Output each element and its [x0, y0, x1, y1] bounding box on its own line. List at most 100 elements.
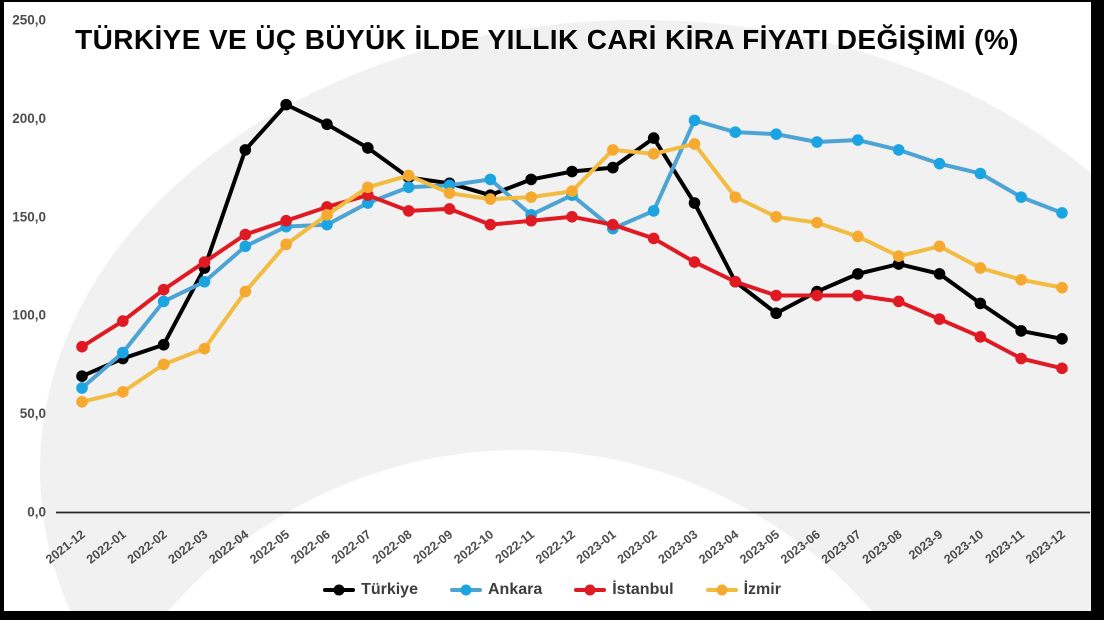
data-point-istanbul-2021-12	[76, 340, 88, 353]
data-point-turkiye-2022-02	[157, 338, 170, 351]
data-point-ankara-2022-01	[117, 346, 129, 359]
legend-marker-ankara-icon	[449, 584, 482, 596]
legend-dot-ankara-icon	[460, 584, 472, 596]
legend-dot-izmir-icon	[716, 584, 728, 596]
y-tick-label: 150,0	[12, 209, 46, 224]
legend-marker-izmir-icon	[705, 584, 738, 596]
data-point-istanbul-2022-01	[117, 315, 129, 327]
data-point-istanbul-2022-11	[525, 214, 537, 227]
data-point-turkiye-2021-12	[76, 370, 88, 383]
y-tick-label: 50,0	[20, 406, 46, 421]
data-point-izmir-2023-03	[688, 138, 701, 150]
data-point-ankara-2023-04	[729, 126, 742, 138]
data-point-izmir-2022-05	[280, 238, 292, 251]
y-tick-label: 0,0	[27, 505, 46, 520]
x-tick-label: 2023-9	[906, 527, 945, 562]
legend-marker-istanbul-icon	[574, 584, 607, 596]
data-point-turkiye-2023-07	[852, 268, 864, 280]
x-tick-label: 2022-07	[329, 527, 374, 566]
data-point-ankara-2021-12	[76, 382, 88, 394]
x-tick-label: 2022-12	[533, 527, 578, 566]
data-point-izmir-2023-01	[607, 144, 619, 156]
data-point-izmir-2023-08	[892, 250, 905, 262]
data-point-istanbul-2023-08	[892, 295, 905, 308]
data-point-izmir-2023-07	[852, 230, 864, 243]
legend-label-izmir: İzmir	[743, 581, 781, 598]
data-point-turkiye-2023-10	[974, 297, 987, 310]
data-point-istanbul-2023-02	[647, 232, 660, 245]
data-point-turkiye-2022-06	[321, 118, 333, 131]
data-point-istanbul-2023-06	[811, 289, 823, 302]
x-tick-label: 2023-11	[983, 527, 1027, 566]
data-point-turkiye-2022-11	[525, 173, 537, 186]
data-point-izmir-2023-9	[933, 240, 946, 253]
data-point-izmir-2023-10	[974, 262, 987, 274]
data-point-izmir-2022-08	[402, 169, 415, 182]
legend-dot-turkiye-icon	[333, 584, 345, 596]
data-point-ankara-2023-03	[688, 114, 701, 127]
data-point-izmir-2022-04	[239, 285, 252, 298]
y-tick-label: 250,0	[12, 13, 46, 28]
x-tick-label: 2023-06	[778, 527, 823, 566]
data-point-izmir-2023-02	[647, 148, 660, 160]
data-point-ankara-2022-08	[402, 181, 415, 194]
data-point-izmir-2022-07	[362, 181, 374, 194]
x-tick-label: 2022-04	[206, 527, 251, 566]
x-tick-label: 2022-09	[411, 527, 456, 566]
legend-item-turkiye: Türkiye	[323, 581, 418, 599]
x-tick-label: 2023-12	[1023, 527, 1068, 566]
x-tick-label: 2023-07	[819, 527, 864, 566]
legend-item-ankara: Ankara	[449, 581, 542, 599]
x-tick-label: 2022-03	[166, 527, 211, 566]
x-tick-label: 2023-10	[941, 527, 986, 566]
x-tick-label: 2021-12	[43, 527, 88, 566]
legend-label-turkiye: Türkiye	[361, 581, 418, 598]
data-point-istanbul-2022-04	[239, 228, 252, 241]
data-point-izmir-2022-02	[157, 358, 170, 371]
data-point-istanbul-2023-03	[688, 256, 701, 268]
x-tick-label: 2023-02	[615, 527, 660, 566]
data-point-istanbul-2023-11	[1015, 352, 1027, 365]
data-point-ankara-2022-10	[484, 173, 497, 186]
data-point-ankara-2023-9	[933, 157, 946, 170]
data-point-turkiye-2023-9	[933, 268, 946, 280]
data-point-istanbul-2023-12	[1056, 362, 1068, 375]
data-point-istanbul-2022-10	[484, 218, 497, 231]
legend-item-istanbul: İstanbul	[574, 581, 674, 599]
data-point-ankara-2023-06	[811, 136, 823, 148]
x-tick-label: 2022-08	[370, 527, 415, 566]
data-point-izmir-2022-01	[117, 386, 129, 398]
legend-dot-istanbul-icon	[584, 584, 596, 596]
x-tick-label: 2022-10	[451, 527, 496, 566]
data-point-izmir-2022-03	[198, 342, 211, 355]
legend-label-istanbul: İstanbul	[612, 581, 674, 598]
y-tick-label: 100,0	[12, 308, 46, 323]
legend-marker-turkiye-icon	[323, 584, 356, 596]
data-point-turkiye-2023-03	[688, 197, 701, 209]
series-line-turkiye	[80, 102, 1064, 379]
data-point-izmir-2022-09	[443, 187, 456, 199]
data-point-ankara-2023-12	[1056, 207, 1068, 219]
legend-item-izmir: İzmir	[705, 581, 781, 599]
data-point-ankara-2023-11	[1015, 191, 1027, 203]
x-tick-label: 2022-01	[84, 527, 129, 566]
data-point-ankara-2022-03	[198, 275, 211, 288]
data-point-istanbul-2023-04	[729, 275, 742, 288]
data-point-istanbul-2022-05	[280, 214, 292, 227]
data-point-izmir-2022-10	[484, 193, 497, 205]
data-point-istanbul-2022-03	[198, 256, 211, 268]
data-point-istanbul-2023-07	[852, 289, 864, 302]
data-point-izmir-2023-04	[729, 191, 742, 203]
chart-title: TÜRKİYE VE ÜÇ BÜYÜK İLDE YILLIK CARİ KİR…	[75, 24, 1019, 55]
data-point-izmir-2022-12	[566, 185, 578, 198]
x-tick-label: 2023-05	[737, 527, 782, 566]
x-tick-label: 2023-01	[574, 527, 619, 566]
frame-border-top	[0, 0, 1104, 2]
data-point-turkiye-2023-01	[607, 161, 619, 174]
data-point-ankara-2023-02	[647, 205, 660, 217]
data-point-istanbul-2023-05	[770, 289, 782, 302]
data-point-ankara-2023-05	[770, 128, 782, 140]
data-point-istanbul-2023-9	[933, 313, 946, 325]
data-point-istanbul-2022-09	[443, 203, 456, 215]
